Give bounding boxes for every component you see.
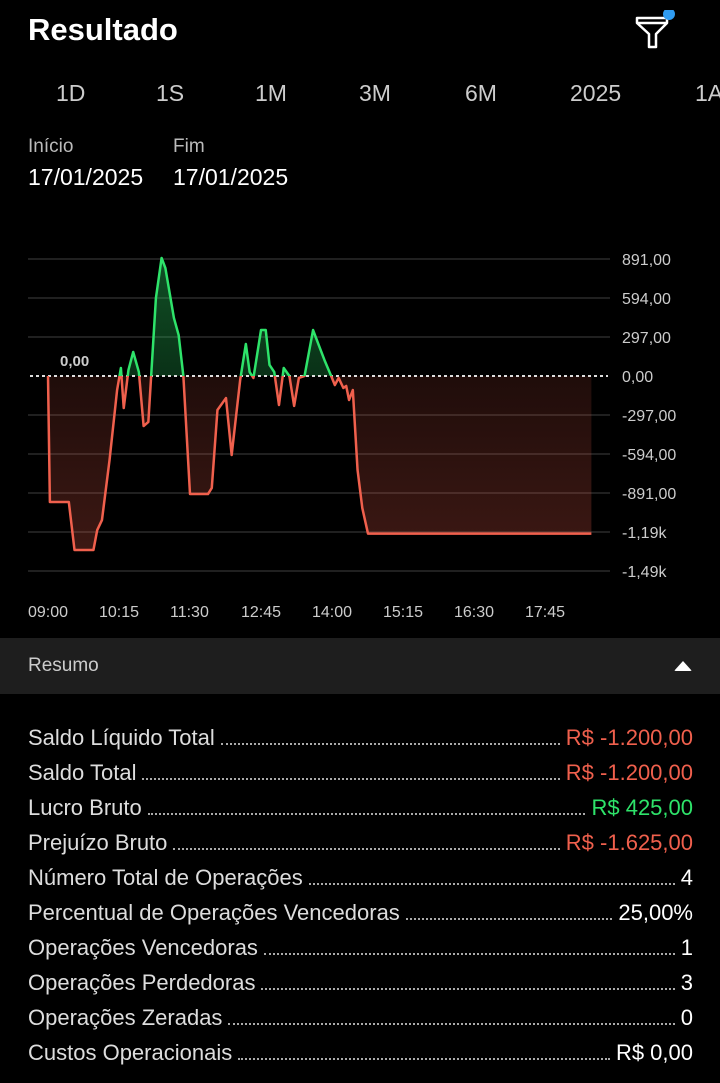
y-tick-label: -297,00 [622, 408, 676, 425]
y-tick-label: 594,00 [622, 291, 671, 308]
leader-dots [405, 918, 613, 920]
summary-value: 25,00% [618, 900, 693, 925]
leader-dots [238, 1058, 610, 1060]
tab-2025[interactable]: 2025 [570, 80, 622, 106]
summary-label: Saldo Líquido Total [28, 725, 215, 750]
resumo-header[interactable]: Resumo [0, 638, 720, 694]
x-tick-label: 12:45 [241, 604, 281, 621]
summary-row: Prejuízo Bruto R$ -1.625,00 [28, 821, 693, 856]
y-tick-label: -594,00 [622, 447, 676, 464]
leader-dots [308, 883, 675, 885]
summary-value: 3 [680, 970, 693, 995]
summary-value: R$ -1.200,00 [565, 725, 693, 750]
x-tick-label: 14:00 [312, 604, 352, 621]
summary-value: R$ 0,00 [615, 1040, 693, 1065]
summary-value: 0 [680, 1005, 693, 1030]
tab-3m[interactable]: 3M [359, 80, 391, 106]
tab-1a[interactable]: 1A [695, 80, 720, 106]
filter-button[interactable] [632, 8, 676, 54]
notification-badge [663, 8, 675, 20]
summary-label: Operações Vencedoras [28, 935, 258, 960]
result-chart[interactable]: 891,00 594,00 297,00 0,00 -297,00 -594,00 -891… [0, 230, 720, 630]
tab-6m[interactable]: 6M [465, 80, 497, 106]
summary-row: Lucro Bruto R$ 425,00 [28, 786, 693, 821]
summary-label: Custos Operacionais [28, 1040, 233, 1065]
summary-value: 4 [680, 865, 693, 890]
summary-label: Operações Perdedoras [28, 970, 256, 995]
page-title: Resultado [28, 12, 178, 47]
y-tick-label: 297,00 [622, 330, 671, 347]
summary-row: Número Total de Operações 4 [28, 856, 693, 891]
period-tabs: 1D 1S 1M 3M 6M 2025 1A [0, 80, 720, 110]
y-tick-label: 891,00 [622, 252, 671, 269]
positive-area [48, 257, 592, 376]
tab-1d[interactable]: 1D [56, 80, 86, 106]
summary-label: Saldo Total [28, 760, 137, 785]
zero-label: 0,00 [60, 353, 89, 370]
y-tick-label: -1,49k [622, 564, 667, 581]
end-label: Fim [173, 136, 205, 157]
leader-dots [173, 848, 560, 850]
summary-row: Operações Perdedoras 3 [28, 961, 693, 996]
leader-dots [263, 953, 675, 955]
summary-label: Lucro Bruto [28, 795, 142, 820]
filter-icon [635, 8, 675, 49]
start-label: Início [28, 136, 74, 157]
summary-row: Saldo Líquido Total R$ -1.200,00 [28, 716, 693, 751]
negative-line [46, 376, 592, 552]
y-tick-label: 0,00 [622, 369, 653, 386]
summary-label: Percentual de Operações Vencedoras [28, 900, 400, 925]
negative-area [48, 376, 592, 550]
summary-row: Operações Zeradas 0 [28, 996, 693, 1031]
leader-dots [220, 743, 560, 745]
end-date[interactable]: Fim 17/01/2025 [173, 136, 288, 191]
summary-label: Operações Zeradas [28, 1005, 223, 1030]
start-value: 17/01/2025 [28, 164, 144, 190]
x-tick-label: 09:00 [28, 604, 68, 621]
summary-label: Prejuízo Bruto [28, 830, 168, 855]
summary-row: Percentual de Operações Vencedoras 25,00% [28, 891, 693, 926]
caret-up-icon[interactable] [674, 661, 692, 671]
summary-value: R$ 425,00 [591, 795, 693, 820]
leader-dots [147, 813, 586, 815]
leader-dots [228, 1023, 675, 1025]
x-tick-label: 11:30 [170, 604, 209, 621]
y-tick-label: -1,19k [622, 525, 667, 542]
y-tick-label: -891,00 [622, 486, 676, 503]
tab-1s[interactable]: 1S [156, 80, 185, 106]
x-tick-label: 16:30 [454, 604, 494, 621]
end-value: 17/01/2025 [173, 164, 289, 190]
x-tick-label: 10:15 [99, 604, 139, 621]
x-tick-label: 15:15 [383, 604, 423, 621]
summary-label: Número Total de Operações [28, 865, 303, 890]
start-date[interactable]: Início 17/01/2025 [28, 136, 143, 191]
summary-value: R$ -1.200,00 [565, 760, 693, 785]
positive-line [48, 256, 333, 376]
summary-value: R$ -1.625,00 [565, 830, 693, 855]
summary-value: 1 [680, 935, 693, 960]
summary-row: Custos Operacionais R$ 0,00 [28, 1031, 693, 1066]
leader-dots [261, 988, 675, 990]
tab-1m[interactable]: 1M [255, 80, 287, 106]
leader-dots [142, 778, 560, 780]
x-tick-label: 17:45 [525, 604, 565, 621]
summary-list: Saldo Líquido Total R$ -1.200,00 Saldo Tot… [28, 716, 693, 1066]
summary-row: Saldo Total R$ -1.200,00 [28, 751, 693, 786]
summary-row: Operações Vencedoras 1 [28, 926, 693, 961]
resumo-title: Resumo [28, 655, 99, 676]
